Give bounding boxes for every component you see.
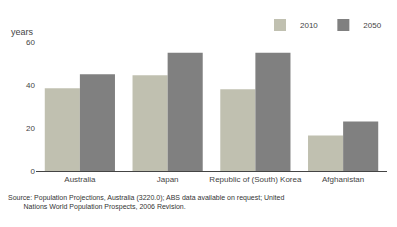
- svg-text:0: 0: [31, 167, 36, 176]
- svg-text:Australia: Australia: [64, 175, 96, 184]
- svg-text:years: years: [11, 27, 34, 37]
- svg-text:Source: Population Projections: Source: Population Projections, Australi…: [8, 194, 284, 211]
- svg-text:2010: 2010: [300, 21, 318, 30]
- svg-text:40: 40: [26, 81, 35, 90]
- svg-text:Japan: Japan: [157, 175, 179, 184]
- svg-text:20: 20: [26, 124, 35, 133]
- svg-text:Afghanistan: Afghanistan: [322, 175, 364, 184]
- svg-text:2050: 2050: [363, 21, 381, 30]
- svg-text:60: 60: [26, 38, 35, 47]
- svg-text:Republic of (South) Korea: Republic of (South) Korea: [209, 175, 302, 184]
